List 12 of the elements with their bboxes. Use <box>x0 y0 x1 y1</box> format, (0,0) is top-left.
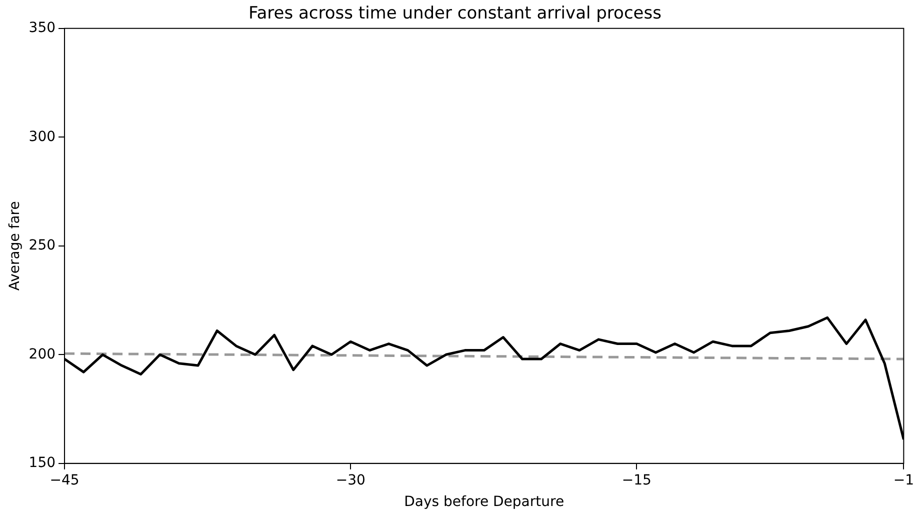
x-axis-title: Days before Departure <box>404 494 564 510</box>
y-tick-label: 150 <box>28 455 56 472</box>
chart-title: Fares across time under constant arrival process <box>248 4 662 24</box>
x-tick-label: −15 <box>622 472 652 488</box>
y-tick-label: 300 <box>28 128 56 145</box>
y-axis-title: Average fare <box>7 201 24 291</box>
x-tick-label: −1 <box>893 472 914 488</box>
x-tick-label: −45 <box>50 472 80 488</box>
x-tick-label: −30 <box>336 472 366 488</box>
y-tick-label: 350 <box>28 20 56 36</box>
y-tick-label: 250 <box>28 238 56 254</box>
y-tick-label: 200 <box>28 346 56 362</box>
